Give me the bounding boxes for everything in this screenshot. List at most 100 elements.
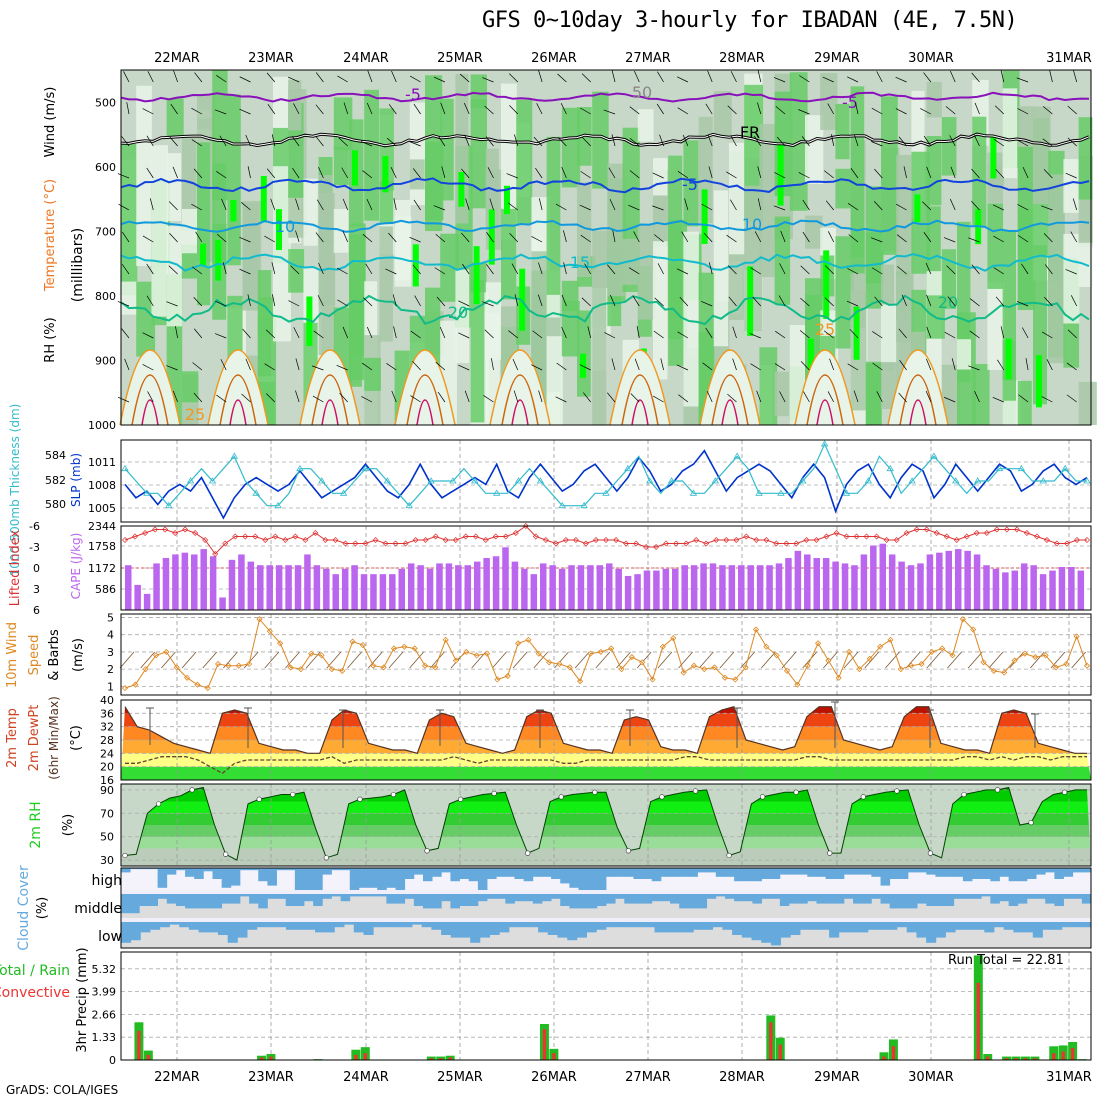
thickness-point [952, 477, 960, 484]
rh2m-point [491, 790, 497, 796]
rh-cell [166, 98, 184, 137]
cape-bar [624, 575, 632, 610]
wind-barb [732, 326, 737, 339]
cape-bar [992, 568, 1000, 610]
rh-cell [333, 146, 349, 185]
cape-bar [407, 563, 415, 610]
wind10m-barb [988, 651, 1004, 669]
wind-barb [193, 296, 203, 307]
rh-cell [987, 203, 1004, 289]
wind-barb [969, 330, 980, 339]
wind-barb [337, 267, 348, 275]
wind-barb [512, 358, 519, 371]
wind-barb [993, 138, 1004, 147]
cloud-bar [916, 922, 927, 938]
cloud-bar [487, 868, 497, 879]
wind-barb [146, 135, 154, 147]
cape-bar [125, 565, 132, 610]
cloud-bar [395, 894, 406, 904]
date-label-bottom: 26MAR [531, 1070, 577, 1085]
cloud-bar [267, 868, 277, 886]
wind-barb [926, 294, 932, 307]
li-point [292, 533, 299, 540]
wind-barb [293, 103, 300, 115]
cloud-bar [1026, 894, 1037, 899]
wind-barb [170, 103, 178, 115]
cape-bar [398, 568, 406, 610]
wind-barb [366, 198, 373, 211]
wind-barb [435, 361, 446, 371]
cape-bar [445, 563, 453, 610]
precip-total-bar [879, 1052, 889, 1060]
cape-bar [153, 563, 160, 610]
cloud-bar [1054, 894, 1064, 906]
rh-high-cell [914, 194, 921, 223]
cloud-bar [984, 922, 995, 933]
temp-35-contour [416, 399, 434, 426]
cloud-bar [349, 894, 360, 897]
contour-label: 25 [185, 405, 205, 424]
cloud-bar [587, 894, 598, 909]
rh-high-cell [488, 209, 495, 265]
rh-cell [774, 216, 791, 305]
slp-axis-label: SLP (mb) [69, 453, 83, 507]
cloud-bar [722, 922, 733, 930]
rh-cell [409, 159, 425, 190]
cloud-bar [313, 868, 323, 890]
date-label-top: 29MAR [814, 51, 860, 66]
cape-bar [964, 550, 971, 610]
cloud-bar [547, 922, 558, 935]
wind-barb [774, 172, 786, 179]
rh-cell [774, 371, 789, 417]
contour-label: -5 [682, 175, 698, 194]
precip-total-bar [1002, 1056, 1012, 1060]
li-point [572, 537, 579, 543]
wind-barb [949, 198, 956, 211]
cape-tick-label: 1758 [88, 540, 116, 553]
rh2m-point [223, 851, 229, 857]
cloud-bar [412, 922, 423, 925]
wind-barb [829, 358, 835, 371]
cloud-bar [606, 922, 617, 928]
cloud-bar [432, 868, 442, 877]
wind-barb [971, 200, 980, 211]
wind-barb [339, 392, 348, 403]
rh-cell [1033, 106, 1051, 204]
temp-30-contour [806, 374, 844, 426]
rh-cell [318, 192, 335, 356]
cloud-bar [121, 894, 131, 914]
wind10m-barb [533, 651, 549, 669]
wind-barb [317, 295, 324, 307]
cape-bar [228, 559, 236, 610]
wind-barb [705, 327, 713, 339]
contour-label: 20 [938, 293, 958, 312]
wind-barb [561, 166, 567, 179]
cloud-bar [953, 868, 964, 877]
cloud-bar [743, 868, 753, 882]
cloud-bar [340, 868, 351, 871]
cape-bar [1077, 570, 1085, 610]
cloud-bar [1042, 922, 1053, 930]
rh-cell [409, 102, 426, 206]
wind-barb [950, 70, 956, 83]
cloud-bar [858, 922, 869, 933]
wind-barb [288, 300, 300, 307]
rh-cell [561, 107, 581, 188]
precip-total-bar [1020, 1056, 1030, 1060]
cape-bar [907, 565, 915, 610]
cloud-frame [120, 867, 1092, 949]
wind-barb [168, 201, 178, 211]
cloud-bar [432, 894, 442, 909]
wind-barb [773, 77, 786, 83]
cloud-bar [999, 894, 1010, 902]
precip-conv-bar [769, 1022, 773, 1060]
cloud-bar [1003, 922, 1014, 930]
cloud-bar [917, 894, 927, 904]
rh-cell [1063, 233, 1080, 324]
wind-barb [582, 137, 591, 147]
cloud-bar [258, 894, 268, 909]
cloud-bar [402, 922, 413, 928]
cloud-bar [130, 868, 140, 870]
cloud-bar [422, 868, 433, 882]
temp-35-contour [229, 399, 247, 426]
